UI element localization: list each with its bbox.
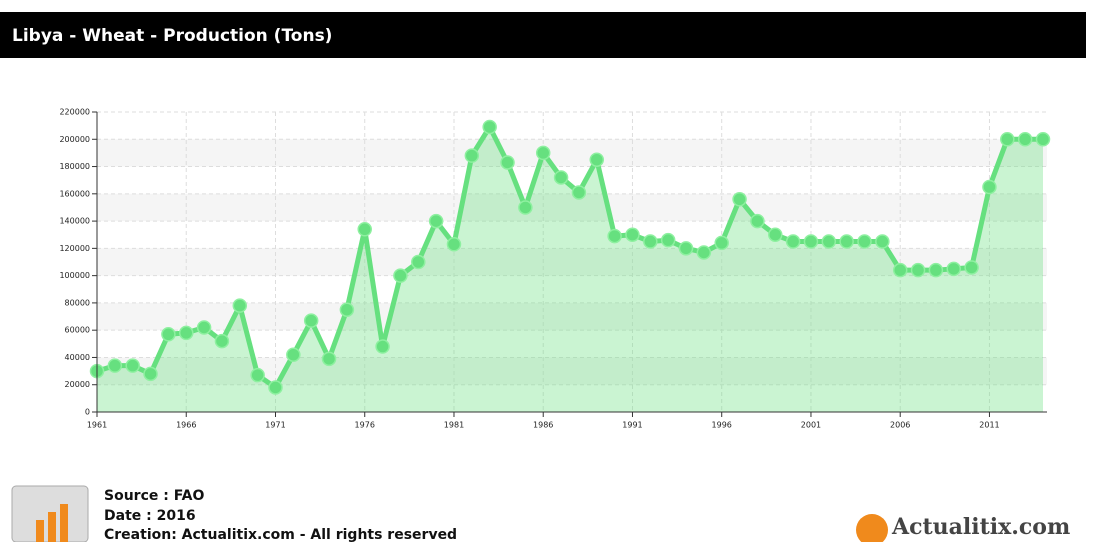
y-tick-label: 200000	[59, 135, 90, 144]
point	[1000, 132, 1015, 147]
x-tick-label: 2001	[801, 421, 821, 430]
x-tick-label: 1991	[622, 421, 642, 430]
point	[268, 380, 283, 395]
point	[1035, 132, 1051, 147]
y-tick-label: 120000	[59, 244, 90, 253]
point	[214, 333, 230, 349]
y-tick-label: 0	[85, 408, 90, 417]
point	[464, 148, 480, 163]
x-tick-label: 1996	[712, 421, 732, 430]
point	[161, 327, 176, 342]
x-tick-label: 1961	[87, 421, 107, 430]
grid-band	[97, 193, 1047, 222]
point	[428, 213, 444, 229]
point	[196, 320, 212, 335]
point	[143, 366, 158, 382]
point	[910, 262, 926, 278]
point	[411, 254, 426, 270]
logo-globe	[856, 514, 888, 546]
point	[357, 222, 372, 237]
point	[875, 234, 890, 249]
point	[660, 232, 676, 248]
point	[482, 119, 497, 135]
footer-creation: Creation: Actualitix.com - All rights re…	[104, 527, 457, 542]
point	[714, 235, 729, 251]
point	[625, 227, 640, 242]
footer-date: Date : 2016	[104, 508, 196, 524]
y-tick-label: 40000	[65, 353, 90, 362]
point	[375, 339, 390, 354]
y-tick-label: 20000	[65, 380, 90, 389]
source-icon	[11, 485, 89, 543]
x-tick-label: 1986	[533, 421, 553, 430]
y-tick-label: 140000	[59, 217, 90, 226]
point	[857, 234, 872, 249]
point	[553, 170, 569, 185]
point	[678, 241, 694, 256]
y-tick-label: 60000	[65, 326, 90, 335]
point	[1017, 132, 1033, 147]
point	[643, 234, 658, 249]
point	[393, 268, 408, 283]
point	[892, 262, 908, 278]
x-tick-label: 1966	[176, 421, 196, 430]
y-tick-label: 220000	[59, 108, 90, 117]
logo: Actualitix.com	[891, 514, 1070, 540]
x-tick-label: 2006	[890, 421, 910, 430]
x-tick-label: 1981	[444, 421, 464, 430]
point	[125, 358, 140, 373]
point	[339, 302, 355, 317]
grid-band	[97, 139, 1047, 167]
point	[500, 155, 515, 170]
grid-band	[97, 302, 1047, 331]
point	[946, 261, 962, 277]
y-tick-label: 80000	[65, 298, 90, 307]
point	[964, 260, 979, 275]
x-tick-label: 1971	[265, 421, 285, 430]
point	[607, 228, 622, 244]
point	[250, 367, 265, 383]
point	[785, 234, 801, 249]
y-tick-label: 180000	[59, 162, 90, 171]
y-tick-label: 100000	[59, 271, 90, 280]
point	[928, 262, 944, 278]
point	[303, 313, 319, 328]
x-tick-label: 2011	[979, 421, 999, 430]
point	[696, 245, 712, 260]
point	[982, 179, 997, 195]
point	[446, 237, 462, 252]
point	[803, 234, 819, 249]
area	[97, 127, 1043, 412]
point	[107, 358, 123, 373]
y-tick-label: 160000	[59, 189, 90, 198]
point	[732, 192, 747, 207]
point	[178, 325, 194, 341]
point	[518, 200, 533, 215]
point	[750, 213, 765, 229]
title-bar	[0, 12, 1086, 58]
footer-source: Source : FAO	[104, 488, 205, 504]
point	[232, 298, 248, 313]
chart-title: Libya - Wheat - Production (Tons)	[12, 26, 332, 46]
point	[571, 185, 587, 200]
point	[768, 227, 783, 242]
point	[535, 145, 551, 161]
x-tick-label: 1976	[355, 421, 375, 430]
point	[286, 347, 301, 362]
point	[839, 234, 854, 249]
point	[821, 234, 837, 249]
point	[589, 152, 605, 167]
point	[321, 351, 337, 367]
